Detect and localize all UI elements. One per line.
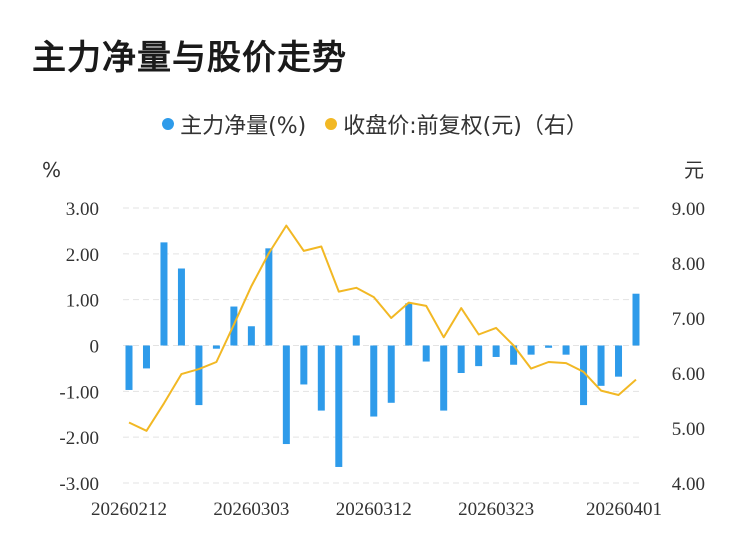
bar[interactable] <box>632 293 640 346</box>
x-axis: 20260212 20260303 20260312 20260323 20260401 <box>91 499 662 520</box>
bar[interactable] <box>125 345 133 390</box>
bar[interactable] <box>422 345 430 362</box>
left-tick-label: 3.00 <box>66 199 99 220</box>
legend-marker-close-price <box>325 118 338 130</box>
bar[interactable] <box>142 345 150 369</box>
bar[interactable] <box>247 326 255 346</box>
bar[interactable] <box>195 345 203 406</box>
bar[interactable] <box>492 345 500 357</box>
bar[interactable] <box>352 335 360 346</box>
legend-item-net-flow[interactable]: 主力净量(%) <box>162 108 306 140</box>
right-tick-label: 9.00 <box>672 199 705 220</box>
bar[interactable] <box>580 345 588 406</box>
left-tick-label: 1.00 <box>66 291 99 312</box>
right-axis-unit: 元 <box>684 158 704 182</box>
bar[interactable] <box>177 268 185 346</box>
bar[interactable] <box>160 242 168 346</box>
line-series <box>128 224 637 432</box>
bar[interactable] <box>510 345 518 365</box>
bar[interactable] <box>597 345 605 386</box>
gridlines <box>123 207 642 484</box>
left-tick-label: 0 <box>90 337 100 358</box>
bar[interactable] <box>527 345 535 355</box>
right-axis: 9.00 8.00 7.00 6.00 5.00 4.00 <box>672 199 705 495</box>
bar[interactable] <box>212 345 220 349</box>
right-tick-label: 5.00 <box>672 419 705 440</box>
bar[interactable] <box>562 345 570 355</box>
bar[interactable] <box>545 345 553 348</box>
left-tick-label: -3.00 <box>59 474 99 495</box>
bar[interactable] <box>405 303 413 346</box>
chart-title: 主力净量与股价走势 <box>32 38 347 78</box>
bar[interactable] <box>457 345 465 374</box>
left-tick-label: 2.00 <box>66 245 99 266</box>
x-tick-label: 20260323 <box>458 499 534 520</box>
bar[interactable] <box>615 345 623 377</box>
bar[interactable] <box>265 248 273 346</box>
legend: 主力净量(%) 收盘价:前复权(元)（右） <box>0 108 750 140</box>
bar-series <box>125 242 640 467</box>
left-tick-label: -1.00 <box>59 382 99 403</box>
bar[interactable] <box>282 345 290 445</box>
bar[interactable] <box>440 345 448 411</box>
bar[interactable] <box>387 345 395 403</box>
legend-label-net-flow: 主力净量(%) <box>180 114 307 139</box>
bar[interactable] <box>300 345 308 385</box>
close-price-line[interactable] <box>128 224 637 432</box>
bar[interactable] <box>335 345 343 467</box>
x-tick-label: 20260212 <box>91 499 167 520</box>
bar[interactable] <box>317 345 325 411</box>
legend-item-close-price[interactable]: 收盘价:前复权(元)（右） <box>325 108 588 140</box>
x-tick-label: 20260312 <box>336 499 412 520</box>
right-tick-label: 8.00 <box>672 254 705 275</box>
right-tick-label: 4.00 <box>672 474 705 495</box>
legend-label-close-price: 收盘价:前复权(元)（右） <box>343 114 588 139</box>
bar[interactable] <box>475 345 483 367</box>
x-tick-label: 20260401 <box>586 499 662 520</box>
right-tick-label: 6.00 <box>672 364 705 385</box>
bar[interactable] <box>370 345 378 417</box>
right-tick-label: 7.00 <box>672 309 705 330</box>
left-axis-unit: % <box>42 158 61 182</box>
legend-marker-net-flow <box>162 118 175 130</box>
x-tick-label: 20260303 <box>213 499 289 520</box>
left-tick-label: -2.00 <box>59 428 99 449</box>
left-axis: 3.00 2.00 1.00 0 -1.00 -2.00 -3.00 <box>59 199 99 495</box>
